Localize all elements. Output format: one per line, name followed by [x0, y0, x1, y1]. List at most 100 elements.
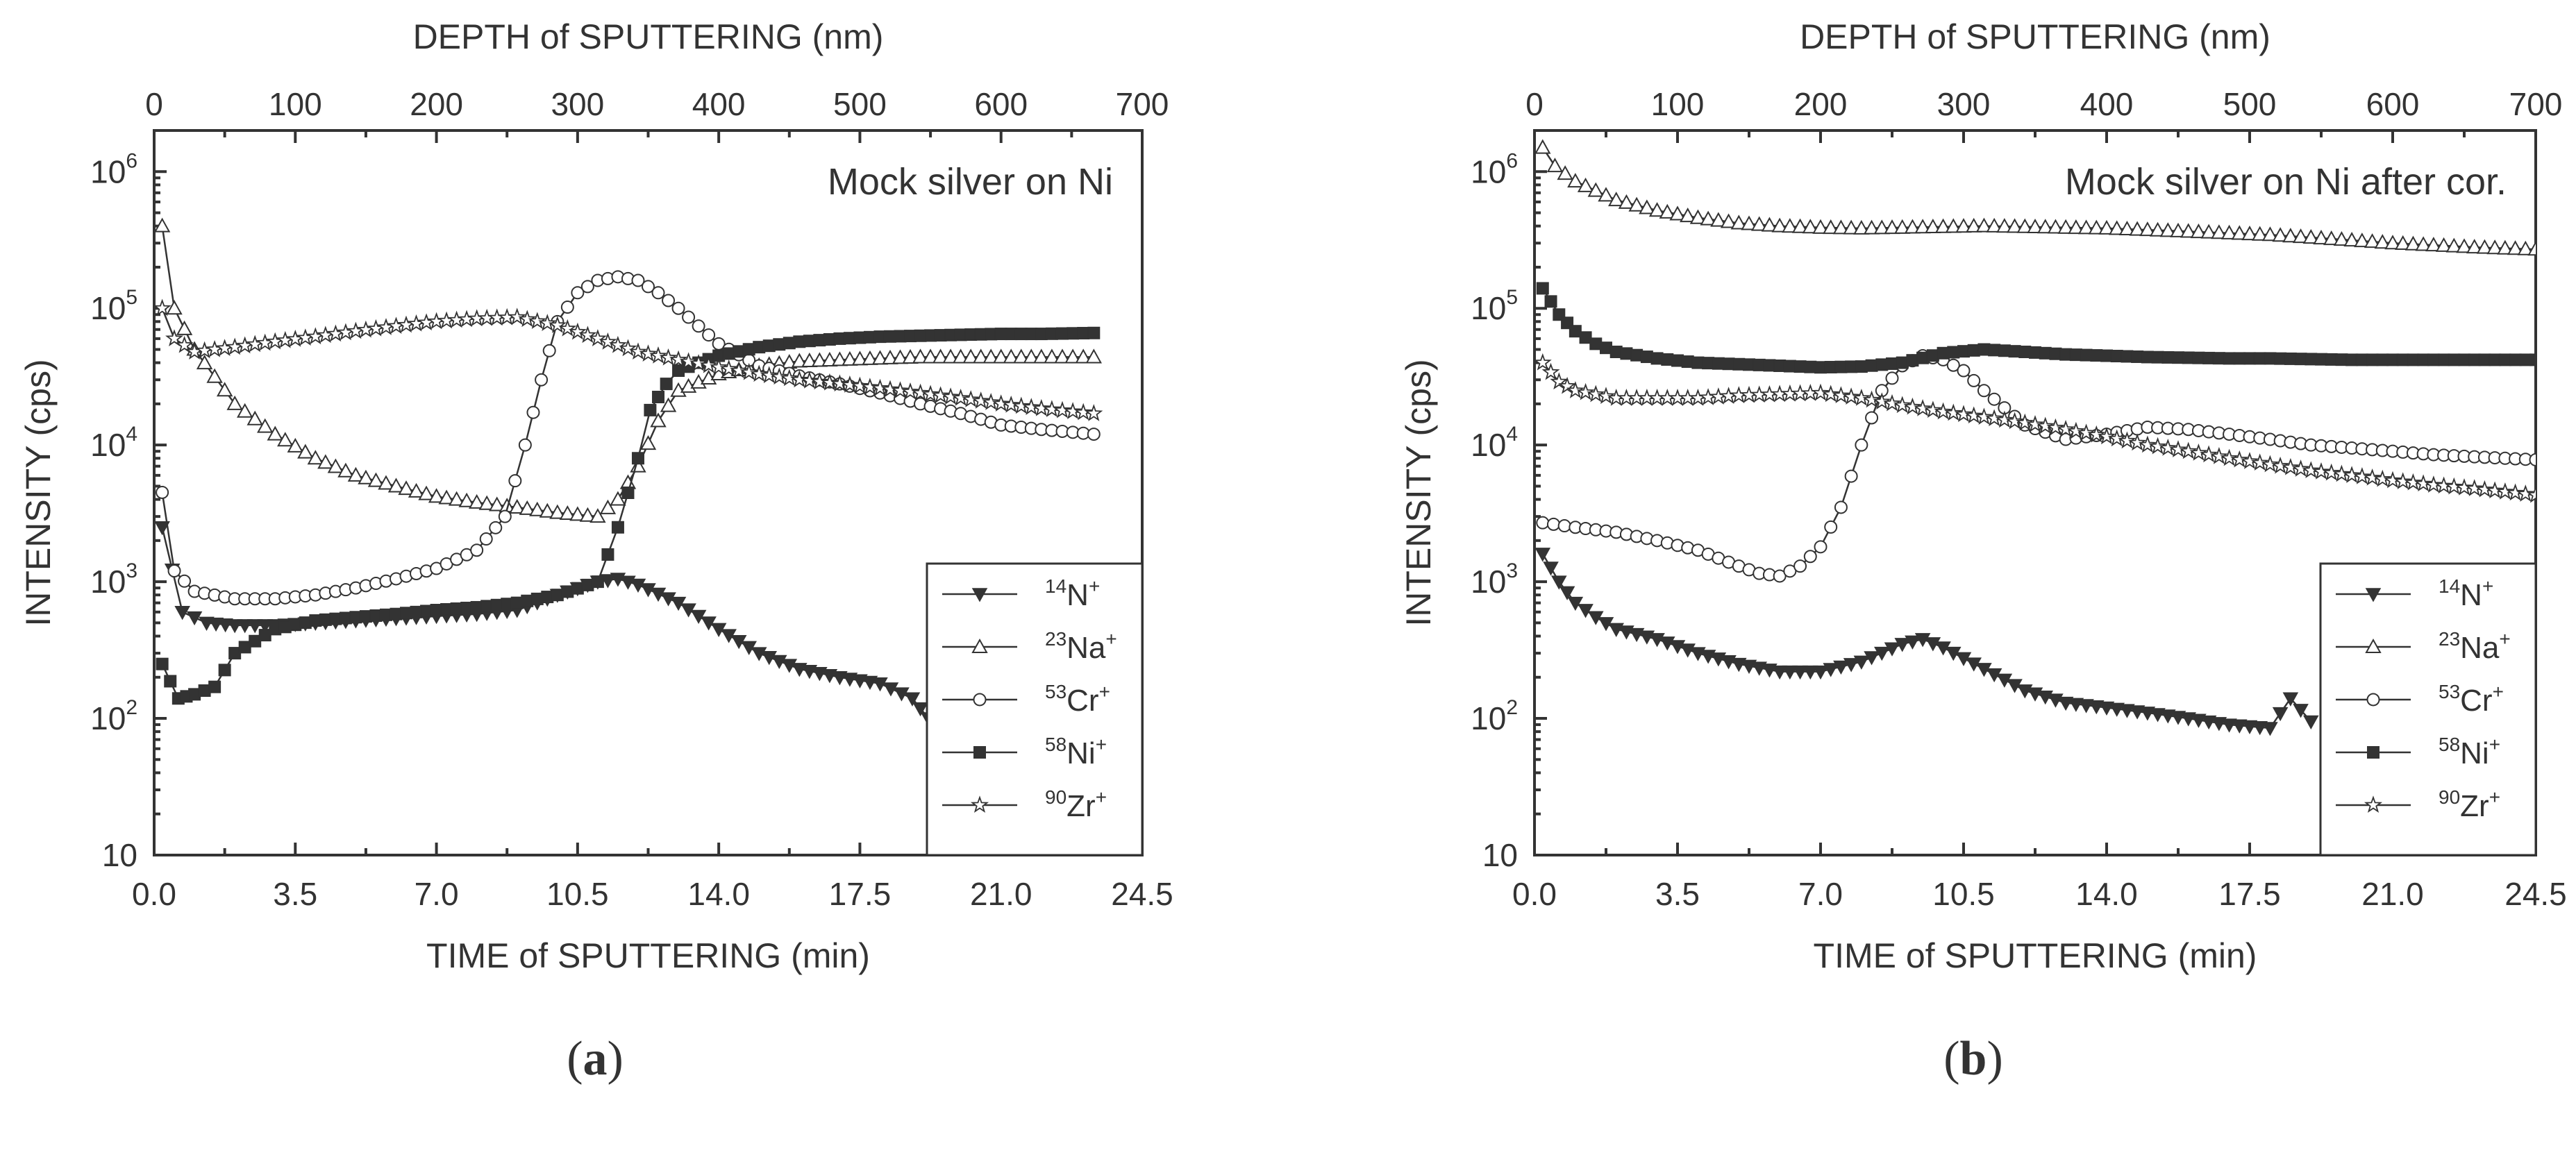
y-tick-label: 10 [102, 837, 137, 873]
data-point [1598, 187, 1614, 202]
data-point [387, 316, 405, 335]
data-point [1536, 282, 1549, 295]
data-point [1811, 383, 1830, 401]
data-point [1546, 158, 1564, 173]
x-tick-label: 0.0 [1512, 876, 1557, 912]
data-point [376, 318, 395, 335]
data-point [276, 330, 294, 348]
data-point [2209, 447, 2228, 464]
data-point [1853, 655, 1870, 670]
data-point [904, 692, 921, 707]
data-point [1893, 396, 1912, 414]
x2-tick-label: 700 [1116, 86, 1169, 122]
legend-frame [926, 562, 1144, 856]
x2-axis-title: DEPTH of SPUTTERING (nm) [1800, 17, 2270, 56]
data-point [2200, 223, 2217, 239]
data-point [660, 397, 677, 412]
data-point [660, 592, 676, 607]
data-point [2068, 219, 2084, 235]
series-14N+ [1534, 548, 2319, 736]
data-point [286, 330, 305, 347]
data-point [548, 316, 567, 333]
data-point [2221, 718, 2237, 733]
data-point [208, 680, 221, 693]
data-point [671, 301, 685, 315]
data-point [1884, 642, 1900, 657]
data-point [1596, 387, 1616, 405]
data-point [1843, 658, 1859, 673]
data-point [2445, 237, 2462, 253]
data-point [588, 329, 607, 346]
data-point [571, 286, 585, 300]
data-point [680, 378, 697, 393]
data-point [2077, 423, 2096, 441]
data-point [1608, 192, 1625, 207]
data-point [1035, 328, 1048, 341]
data-point [307, 450, 324, 465]
data-point [1730, 214, 1747, 230]
data-point [2425, 237, 2442, 252]
data-point [2220, 448, 2239, 466]
data-point [1075, 348, 1092, 364]
data-point [508, 307, 526, 326]
data-point [1945, 218, 1962, 233]
data-point [619, 339, 637, 357]
data-point [306, 327, 325, 345]
data-point [2435, 237, 2452, 252]
data-point [2200, 715, 2217, 730]
data-point [962, 390, 980, 407]
data-point [2302, 461, 2320, 479]
data-point [1577, 177, 1594, 192]
series-group [1534, 139, 2536, 736]
data-point [1534, 353, 1552, 371]
data-point [1558, 376, 1577, 394]
data-point [347, 466, 365, 482]
data-point [428, 488, 445, 503]
data-point [558, 319, 577, 337]
x-tick-label: 3.5 [273, 876, 317, 912]
series-53Cr+ [156, 270, 1101, 606]
data-point [580, 280, 594, 294]
data-point [611, 521, 624, 534]
data-point [2087, 425, 2106, 443]
data-point [2057, 219, 2074, 234]
data-point [1975, 217, 1993, 233]
x2-tick-label: 400 [692, 86, 746, 122]
data-point [2497, 239, 2514, 255]
series-58Ni+ [1536, 282, 2536, 374]
data-point [1874, 646, 1890, 661]
x-tick-label: 14.0 [687, 876, 750, 912]
data-point [642, 280, 655, 294]
data-point [2179, 441, 2198, 459]
y-tick-label: 103 [90, 559, 137, 600]
x2-tick-label: 500 [2223, 86, 2277, 122]
data-point [1534, 548, 1551, 562]
data-point [601, 548, 614, 561]
data-point [448, 491, 465, 506]
data-point [2232, 719, 2248, 734]
legend-marker [2365, 588, 2382, 602]
data-point [156, 485, 169, 499]
data-point [2160, 709, 2176, 724]
data-point [2150, 708, 2166, 723]
y-tick-label: 106 [1471, 149, 1518, 189]
data-point [226, 619, 243, 634]
y-axis-title: INTENSITY (cps) [19, 359, 58, 626]
data-point [296, 328, 315, 346]
data-point [167, 564, 181, 578]
series-90Zr+ [1534, 353, 2536, 503]
data-point [921, 385, 940, 403]
data-point [2364, 233, 2381, 248]
data-point [2506, 483, 2525, 501]
data-point [1985, 409, 2004, 427]
y-tick-label: 103 [1471, 559, 1518, 600]
data-point [246, 335, 265, 353]
data-point [1022, 398, 1041, 415]
data-point [631, 452, 644, 465]
data-point [1802, 219, 1818, 234]
x-axis-title: TIME of SPUTTERING (min) [426, 936, 870, 975]
data-point [640, 583, 656, 598]
data-point [2220, 224, 2238, 239]
data-point [2272, 707, 2289, 722]
data-point [559, 505, 576, 521]
